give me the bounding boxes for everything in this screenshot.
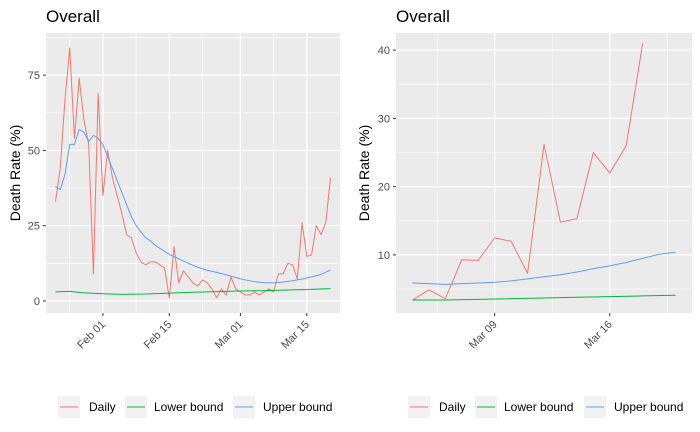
y-tick-label: 40: [378, 45, 390, 57]
legend-1: Daily Lower bound Upper bound: [58, 396, 332, 418]
series-line-upper-bound: [55, 128, 331, 284]
y-ticks-2: 10 20 30 40: [378, 45, 396, 262]
y-axis-label-1: Death Rate (%): [7, 125, 23, 221]
legend-label-upper-1: Upper bound: [263, 400, 332, 414]
legend-item-daily-2: Daily: [408, 396, 466, 418]
legend-item-lower-2: Lower bound: [475, 396, 573, 418]
y-tick-label: 20: [378, 182, 390, 194]
x-tick-label: Mar 01: [213, 319, 246, 352]
y-tick-label: 10: [378, 250, 390, 262]
y-ticks-1: 0 25 50 75: [28, 70, 46, 308]
x-tick-label: Mar 09: [467, 319, 500, 352]
series-line-daily: [54, 47, 332, 299]
legend-label-daily-2: Daily: [439, 400, 466, 414]
plot-background-2: [396, 33, 692, 313]
legend-label-lower-1: Lower bound: [154, 400, 223, 414]
x-tick-label: Feb 01: [75, 319, 108, 352]
legend-item-daily-1: Daily: [58, 396, 116, 418]
legend-item-lower-1: Lower bound: [125, 396, 223, 418]
series-line-daily: [412, 43, 644, 301]
y-tick-label: 30: [378, 113, 390, 125]
y-tick-label: 0: [34, 296, 40, 308]
chart-title-2: Overall: [396, 7, 450, 26]
x-tick-label: Feb 15: [142, 319, 175, 352]
x-ticks-2: Mar 09 Mar 16: [467, 313, 615, 351]
legend-label-upper-2: Upper bound: [614, 400, 683, 414]
x-ticks-1: Feb 01 Feb 15 Mar 01 Mar 15: [75, 313, 312, 351]
y-tick-label: 50: [28, 145, 40, 157]
legend-item-upper-1: Upper bound: [233, 396, 332, 418]
series-lines-1: [54, 47, 332, 299]
plot-background-1: [46, 33, 340, 313]
x-tick-label: Mar 16: [582, 319, 615, 352]
series-line-lower-bound: [412, 294, 676, 301]
series-lines-2: [412, 43, 676, 301]
grid-lines-1: [46, 33, 340, 313]
grid-lines-2: [396, 33, 692, 313]
y-tick-label: 25: [28, 221, 40, 233]
legend-label-daily-1: Daily: [89, 400, 116, 414]
y-tick-label: 75: [28, 70, 40, 82]
y-axis-label-2: Death Rate (%): [356, 125, 372, 221]
series-line-upper-bound: [412, 251, 676, 285]
x-tick-label: Mar 15: [279, 319, 312, 352]
series-line-lower-bound: [55, 288, 331, 295]
chart-title-1: Overall: [46, 7, 100, 26]
legend-label-lower-2: Lower bound: [504, 400, 573, 414]
legend-item-upper-2: Upper bound: [584, 396, 683, 418]
legend-2: Daily Lower bound Upper bound: [408, 396, 683, 418]
